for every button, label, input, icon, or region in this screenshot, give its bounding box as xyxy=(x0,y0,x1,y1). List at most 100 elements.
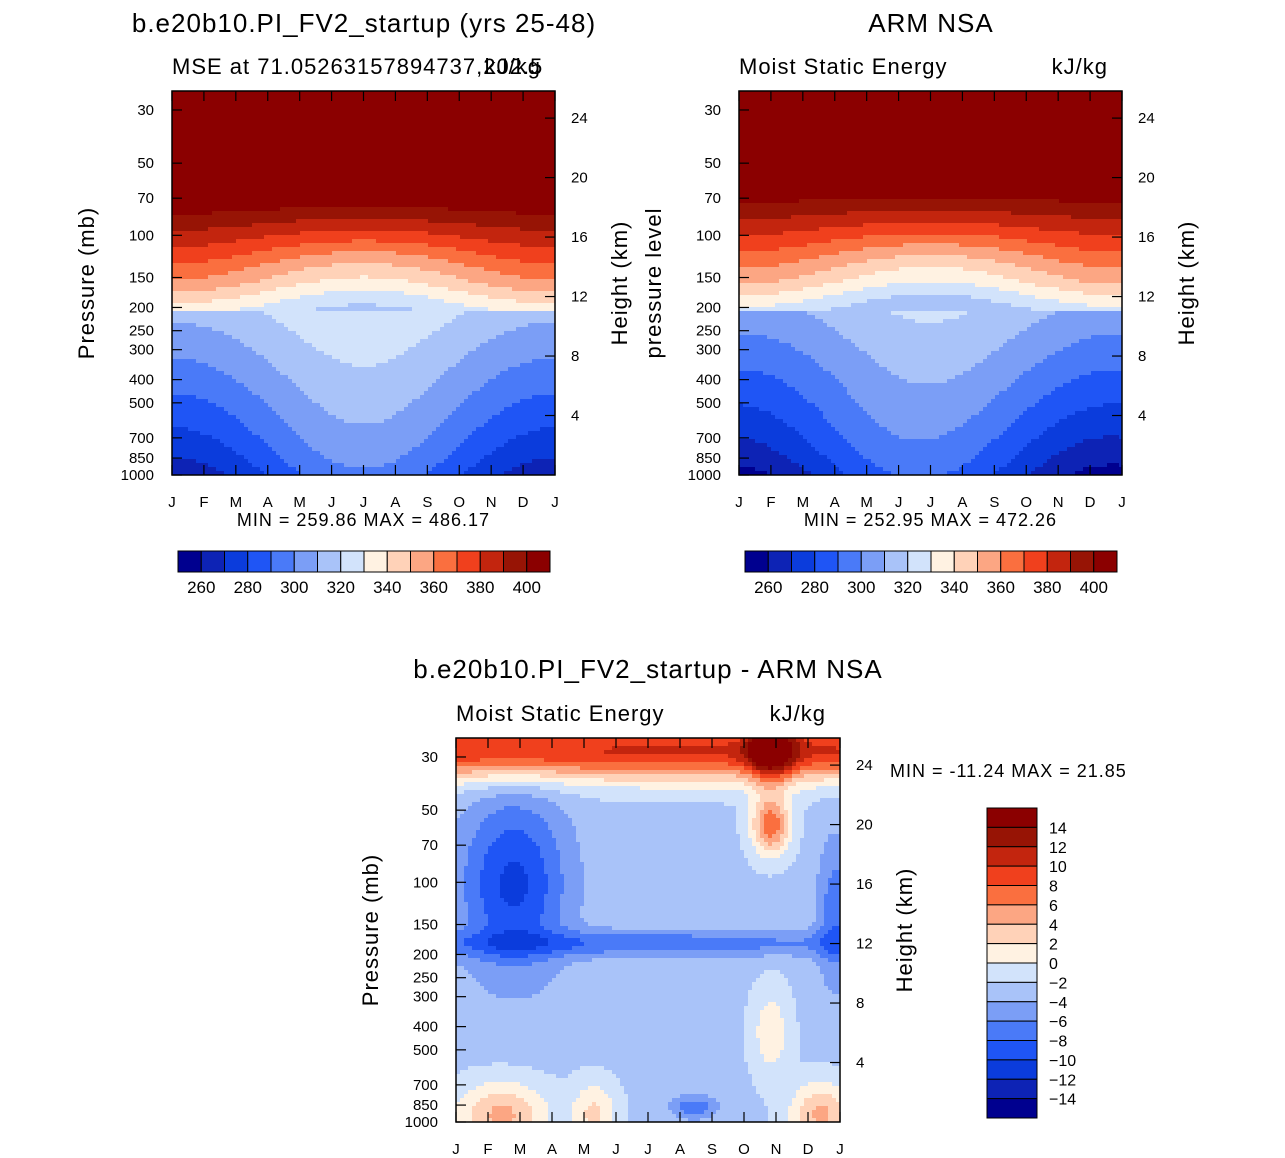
colorbar-box xyxy=(987,827,1037,846)
height-tick-label: 24 xyxy=(856,757,873,774)
colorbar-box xyxy=(527,551,550,572)
colorbar-box xyxy=(987,1002,1037,1021)
colorbar-label: 260 xyxy=(187,578,215,597)
colorbar xyxy=(745,551,1117,572)
colorbar-box xyxy=(225,551,248,572)
colorbar-label: 300 xyxy=(280,578,308,597)
pressure-tick-label: 70 xyxy=(421,837,438,854)
min-max-label: MIN = -11.24 MAX = 21.85 xyxy=(890,761,1127,781)
pressure-tick-label: 30 xyxy=(704,102,721,119)
pressure-tick-label: 400 xyxy=(413,1019,438,1036)
colorbar-label: −12 xyxy=(1049,1072,1076,1089)
colorbar-label: 260 xyxy=(754,578,782,597)
month-tick-label: M xyxy=(514,1141,527,1158)
month-tick-label: S xyxy=(422,494,432,511)
height-tick-label: 8 xyxy=(856,995,864,1012)
figure-canvas: b.e20b10.PI_FV2_startup (yrs 25-48)MSE a… xyxy=(0,0,1285,1158)
month-tick-label: J xyxy=(360,494,368,511)
pressure-tick-label: 1000 xyxy=(405,1114,438,1131)
colorbar-box xyxy=(987,905,1037,924)
month-tick-label: A xyxy=(263,494,273,511)
month-tick-label: A xyxy=(830,494,840,511)
pressure-tick-label: 400 xyxy=(129,372,154,389)
colorbar-box xyxy=(792,551,815,572)
colorbar-box xyxy=(745,551,768,572)
pressure-tick-label: 50 xyxy=(421,802,438,819)
pressure-tick-label: 250 xyxy=(129,323,154,340)
month-tick-label: J xyxy=(612,1141,620,1158)
height-tick-label: 24 xyxy=(571,110,588,127)
y-axis-label-right: Height (km) xyxy=(607,221,632,346)
month-tick-label: J xyxy=(735,494,743,511)
colorbar-box xyxy=(987,808,1037,827)
pressure-tick-label: 100 xyxy=(129,227,154,244)
month-tick-label: J xyxy=(927,494,935,511)
pressure-tick-label: 250 xyxy=(696,323,721,340)
colorbar-box xyxy=(987,963,1037,982)
panel-subtitle-right: kJ/kg xyxy=(770,701,826,726)
height-tick-label: 16 xyxy=(1138,229,1155,246)
colorbar-label: 2 xyxy=(1049,937,1058,954)
month-tick-label: O xyxy=(738,1141,750,1158)
height-tick-label: 20 xyxy=(856,817,873,834)
pressure-tick-label: 30 xyxy=(137,102,154,119)
colorbar-label: 380 xyxy=(466,578,494,597)
month-tick-label: J xyxy=(644,1141,652,1158)
pressure-tick-label: 150 xyxy=(696,270,721,287)
y-axis-label: pressure level xyxy=(641,208,666,359)
pressure-tick-label: 100 xyxy=(696,227,721,244)
colorbar-box xyxy=(1047,551,1070,572)
height-tick-label: 16 xyxy=(571,229,588,246)
colorbar-box xyxy=(1094,551,1117,572)
colorbar-box xyxy=(504,551,527,572)
colorbar-label: 280 xyxy=(801,578,829,597)
colorbar-label: −14 xyxy=(1049,1092,1076,1109)
month-tick-label: D xyxy=(518,494,529,511)
colorbar-box xyxy=(987,866,1037,885)
panel-subtitle-right: kJ/kg xyxy=(485,54,541,79)
height-tick-label: 16 xyxy=(856,876,873,893)
height-tick-label: 20 xyxy=(1138,170,1155,187)
height-tick-label: 8 xyxy=(1138,348,1146,365)
pressure-tick-label: 300 xyxy=(696,342,721,359)
colorbar-label: 340 xyxy=(940,578,968,597)
colorbar-label: 360 xyxy=(420,578,448,597)
colorbar-box xyxy=(908,551,931,572)
min-max-label: MIN = 259.86 MAX = 486.17 xyxy=(237,510,490,530)
colorbar-box xyxy=(987,1079,1037,1098)
month-tick-label: S xyxy=(707,1141,717,1158)
pressure-tick-label: 850 xyxy=(413,1097,438,1114)
pressure-tick-label: 50 xyxy=(704,155,721,172)
month-tick-label: D xyxy=(803,1141,814,1158)
colorbar-box xyxy=(318,551,341,572)
month-tick-label: F xyxy=(483,1141,492,1158)
pressure-tick-label: 300 xyxy=(413,989,438,1006)
colorbar-label: 14 xyxy=(1049,820,1067,837)
pressure-tick-label: 700 xyxy=(696,430,721,447)
colorbar-box xyxy=(411,551,434,572)
height-tick-label: 12 xyxy=(1138,289,1155,306)
colorbar-box xyxy=(201,551,224,572)
colorbar-box xyxy=(364,551,387,572)
min-max-label: MIN = 252.95 MAX = 472.26 xyxy=(804,510,1057,530)
month-tick-label: A xyxy=(957,494,967,511)
colorbar-label: −2 xyxy=(1049,975,1067,992)
pressure-tick-label: 700 xyxy=(413,1077,438,1094)
colorbar-label: 320 xyxy=(327,578,355,597)
month-tick-label: A xyxy=(675,1141,685,1158)
colorbar-box xyxy=(387,551,410,572)
colorbar-label: 400 xyxy=(513,578,541,597)
colorbar-label: 360 xyxy=(987,578,1015,597)
colorbar-label: 12 xyxy=(1049,840,1067,857)
pressure-tick-label: 500 xyxy=(413,1042,438,1059)
y-axis-label: Pressure (mb) xyxy=(74,207,99,359)
pressure-tick-label: 30 xyxy=(421,749,438,766)
panel-title: b.e20b10.PI_FV2_startup (yrs 25-48) xyxy=(132,8,596,38)
month-tick-label: S xyxy=(989,494,999,511)
colorbar-label: −8 xyxy=(1049,1034,1067,1051)
colorbar-box xyxy=(838,551,861,572)
month-tick-label: D xyxy=(1085,494,1096,511)
pressure-tick-label: 100 xyxy=(413,874,438,891)
height-tick-label: 24 xyxy=(1138,110,1155,127)
month-tick-label: J xyxy=(168,494,176,511)
